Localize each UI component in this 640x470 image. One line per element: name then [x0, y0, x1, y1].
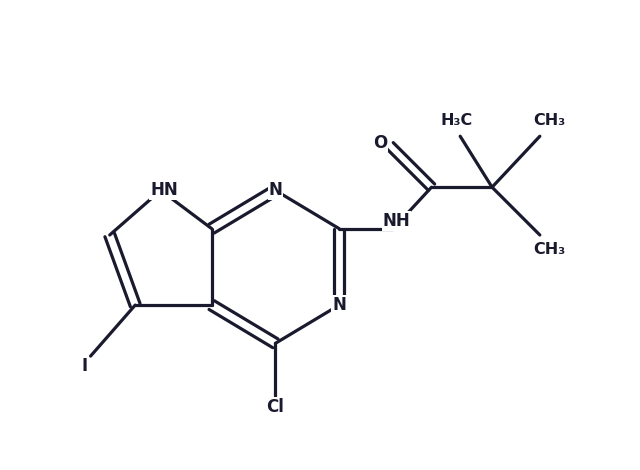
- Text: I: I: [81, 357, 87, 375]
- Text: CH₃: CH₃: [533, 242, 566, 257]
- Text: NH: NH: [383, 212, 410, 230]
- Text: O: O: [373, 133, 388, 152]
- Text: N: N: [268, 181, 282, 199]
- Text: HN: HN: [150, 181, 178, 199]
- Text: CH₃: CH₃: [533, 113, 566, 128]
- Text: H₃C: H₃C: [441, 113, 473, 128]
- Text: N: N: [332, 296, 346, 314]
- Text: Cl: Cl: [266, 398, 284, 416]
